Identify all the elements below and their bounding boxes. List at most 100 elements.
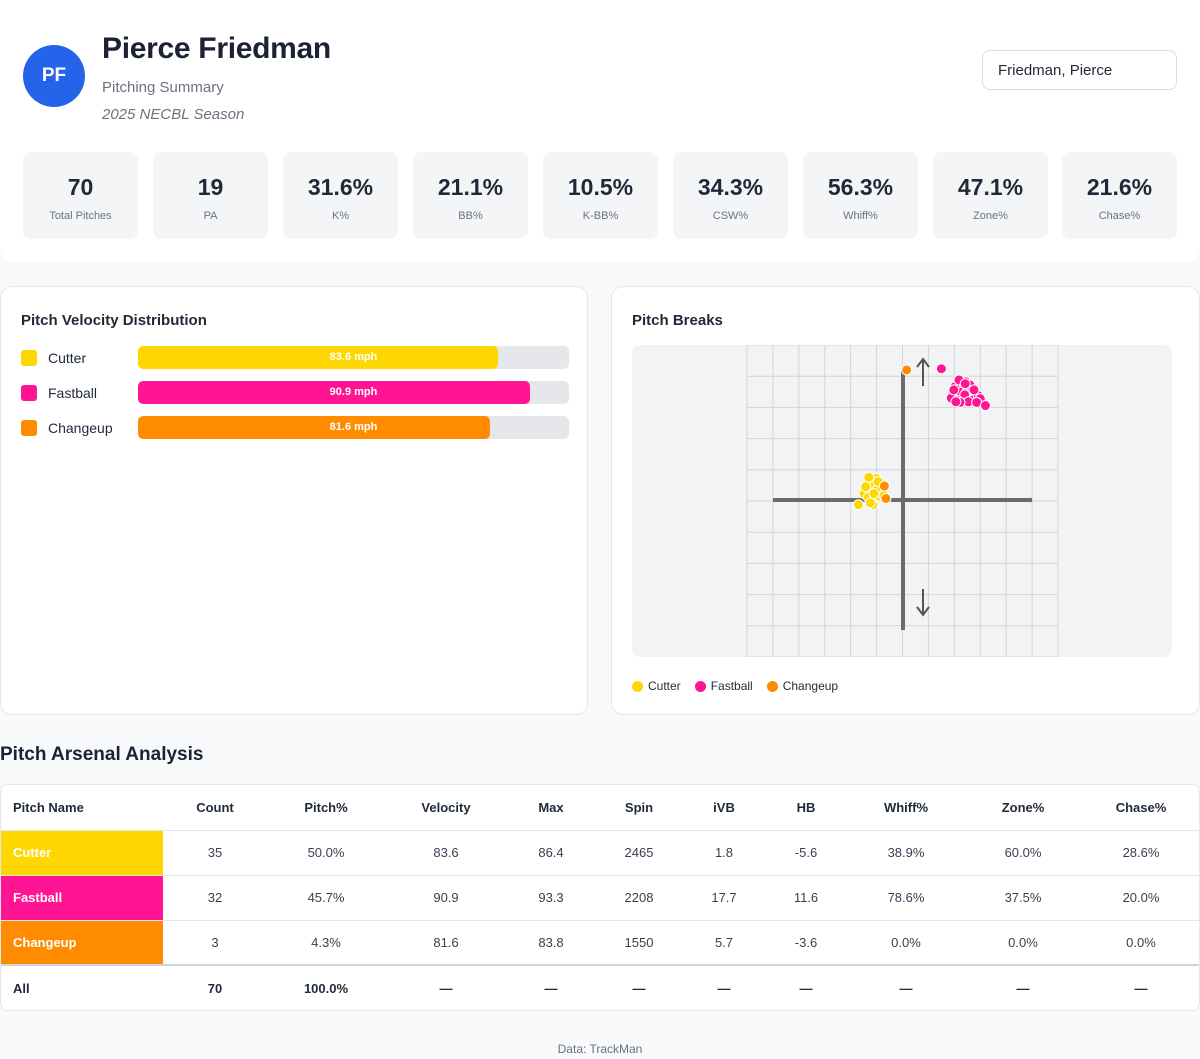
velocity-bar-cutter (138, 346, 499, 369)
table-cell: 3 (163, 920, 267, 966)
velocity-track: 90.9 mph (138, 381, 569, 404)
fastball-point (948, 384, 960, 396)
velocity-value: 83.6 mph (329, 351, 378, 363)
stat-label: PA (203, 210, 218, 222)
table-cell: — (965, 964, 1081, 1010)
pitch-name-cell: Cutter (1, 830, 163, 876)
stat-value: 70 (67, 174, 94, 200)
stat-value: 47.1% (957, 174, 1024, 200)
column-header[interactable]: Pitch% (267, 785, 385, 831)
fastball-point (968, 384, 980, 396)
table-cell: 28.6% (1081, 830, 1199, 876)
arsenal-title: Pitch Arsenal Analysis (0, 744, 204, 765)
table-cell: 38.9% (847, 830, 965, 876)
velocity-bar-changeup (138, 416, 490, 439)
table-cell: 1550 (595, 920, 683, 966)
pitch-breaks-card: Pitch Breaks Cutter Fastball (611, 286, 1200, 715)
velocity-row-fastball: Fastball 90.9 mph (21, 381, 569, 405)
legend-dot (694, 680, 706, 692)
velocity-pitch-name: Changeup (48, 420, 113, 436)
table-header-row: Pitch Name Count Pitch% Velocity Max Spi… (1, 785, 1199, 831)
table-cell: 17.7 (683, 875, 765, 921)
column-header[interactable]: iVB (683, 785, 765, 831)
table-cell: 20.0% (1081, 875, 1199, 921)
stat-label: Total Pitches (49, 210, 112, 222)
table-cell: 5.7 (683, 920, 765, 966)
table-cell: 2208 (595, 875, 683, 921)
stat-card-whiff-pct: 56.3% Whiff% (803, 152, 918, 239)
column-header[interactable]: Whiff% (847, 785, 965, 831)
table-cell: 83.6 (385, 830, 507, 876)
table-cell: 60.0% (965, 830, 1081, 876)
table-cell: 35 (163, 830, 267, 876)
stat-value: 19 (197, 174, 224, 200)
stat-card-total-pitches: 70 Total Pitches (23, 152, 138, 239)
stat-card-zone-pct: 47.1% Zone% (933, 152, 1048, 239)
column-header[interactable]: Count (163, 785, 267, 831)
legend-label: Changeup (782, 679, 839, 693)
pitch-name-cell: Fastball (1, 875, 163, 921)
velocity-card: Pitch Velocity Distribution Cutter 83.6 … (0, 286, 588, 715)
column-header[interactable]: Spin (595, 785, 683, 831)
data-source-footer: Data: TrackMan (557, 1042, 643, 1056)
stat-value: 21.1% (437, 174, 504, 200)
pitch-breaks-legend: Cutter Fastball Changeup (632, 679, 838, 693)
stat-value: 56.3% (827, 174, 894, 200)
table-cell: — (765, 964, 847, 1010)
stat-label: Whiff% (843, 210, 878, 222)
stat-card-k-bb-pct: 10.5% K-BB% (543, 152, 658, 239)
table-cell: 1.8 (683, 830, 765, 876)
avatar: PF (23, 45, 85, 107)
table-cell: -5.6 (765, 830, 847, 876)
legend-label: Cutter (648, 679, 681, 693)
fastball-point (979, 400, 991, 412)
table-cell: — (1081, 964, 1199, 1010)
column-header[interactable]: Pitch Name (1, 785, 163, 831)
fastball-point (935, 363, 947, 375)
player-select[interactable]: Friedman, Pierce (982, 50, 1177, 90)
column-header[interactable]: HB (765, 785, 847, 831)
fastball-point (950, 396, 962, 408)
up-arrow-icon (916, 357, 930, 386)
player-name: Pierce Friedman (102, 32, 331, 65)
page-subtitle: Pitching Summary (102, 79, 224, 96)
table-cell: 81.6 (385, 920, 507, 966)
table-row: Changeup 3 4.3% 81.6 83.8 1550 5.7 -3.6 … (1, 920, 1199, 966)
velocity-track: 81.6 mph (138, 416, 569, 439)
table-cell: 83.8 (507, 920, 595, 966)
velocity-pitch-name: Cutter (48, 350, 87, 366)
velocity-track: 83.6 mph (138, 346, 569, 369)
table-cell: 90.9 (385, 875, 507, 921)
legend-dot (632, 680, 643, 692)
velocity-pitch-name: Fastball (48, 385, 98, 401)
arsenal-table: Pitch Name Count Pitch% Velocity Max Spi… (0, 784, 1200, 1011)
column-header[interactable]: Max (507, 785, 595, 831)
changeup-point (901, 364, 913, 376)
pitch-breaks-chart (746, 344, 1059, 658)
legend-item-changeup: Changeup (766, 679, 839, 693)
column-header[interactable]: Zone% (965, 785, 1081, 831)
cutter-point (852, 499, 864, 511)
velocity-value: 81.6 mph (329, 421, 378, 433)
cutter-point (860, 481, 872, 493)
column-header[interactable]: Velocity (385, 785, 507, 831)
cutter-swatch (21, 350, 37, 366)
table-row: Fastball 32 45.7% 90.9 93.3 2208 17.7 11… (1, 875, 1199, 921)
stat-label: K% (331, 210, 350, 222)
pitch-name-cell: Changeup (1, 920, 163, 966)
table-cell: 50.0% (267, 830, 385, 876)
season-label: 2025 NECBL Season (102, 106, 245, 123)
table-cell: 32 (163, 875, 267, 921)
table-cell: 0.0% (847, 920, 965, 966)
stat-card-k-pct: 31.6% K% (283, 152, 398, 239)
table-row: Cutter 35 50.0% 83.6 86.4 2465 1.8 -5.6 … (1, 830, 1199, 876)
cutter-point (863, 471, 875, 483)
stat-card-pa: 19 PA (153, 152, 268, 239)
stat-value: 34.3% (697, 174, 764, 200)
changeup-point (878, 480, 890, 492)
column-header[interactable]: Chase% (1081, 785, 1199, 831)
table-cell: — (683, 964, 765, 1010)
pitch-breaks-plot (632, 344, 1172, 658)
velocity-value: 90.9 mph (329, 386, 378, 398)
table-cell: 2465 (595, 830, 683, 876)
